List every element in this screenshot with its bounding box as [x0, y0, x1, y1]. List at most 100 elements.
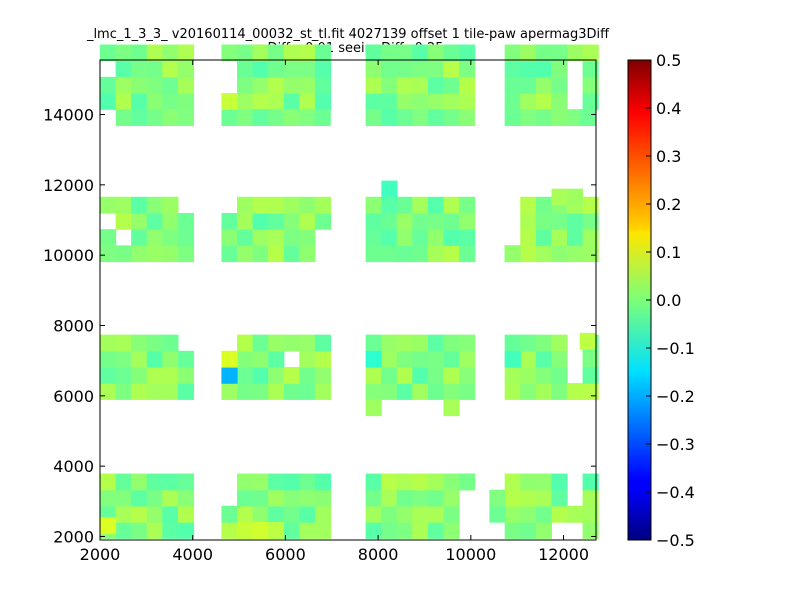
heatmap-cell [162, 505, 179, 523]
heatmap-cell [582, 212, 599, 230]
heatmap-cell [177, 245, 195, 263]
heatmap-cell [396, 489, 413, 507]
heatmap-cell [236, 109, 253, 127]
heatmap-cell [237, 212, 254, 230]
heatmap-cell [396, 76, 413, 94]
heatmap-cell [582, 196, 599, 214]
heatmap-cell [459, 229, 476, 246]
y-tick-label: 4000 [53, 457, 94, 476]
heatmap-cell [146, 109, 163, 127]
heatmap-cell [504, 505, 521, 523]
heatmap-cell [252, 196, 269, 214]
heatmap-cell [162, 93, 179, 110]
heatmap-cell [177, 350, 195, 368]
heatmap-cell [427, 109, 444, 127]
heatmap-cell [314, 473, 332, 491]
heatmap-cell [365, 334, 382, 352]
heatmap-cell [283, 76, 300, 94]
heatmap-cell [551, 93, 568, 110]
heatmap-cell [268, 212, 285, 230]
heatmap-cell [177, 109, 195, 127]
heatmap-cell [427, 60, 445, 78]
heatmap-cell [115, 44, 132, 62]
heatmap-cell [268, 229, 285, 246]
heatmap-cell [396, 109, 413, 127]
heatmap-cell [443, 505, 460, 523]
heatmap-cell [582, 505, 599, 523]
heatmap-cell [396, 245, 413, 263]
heatmap-cell [396, 522, 413, 539]
heatmap-cell-highlight [504, 350, 521, 368]
heatmap-cell [551, 188, 568, 206]
chart-title: _lmc_1_3_3_ v20160114_00032_st_tl.fit 40… [86, 27, 610, 42]
heatmap-cell [252, 44, 269, 62]
heatmap-cell [131, 334, 148, 352]
heatmap-cell [381, 245, 398, 263]
heatmap-cell [146, 473, 163, 491]
heatmap-cell [535, 334, 553, 352]
heatmap-cell [396, 334, 413, 352]
heatmap-cell [381, 196, 398, 214]
heatmap-cell [237, 93, 254, 110]
heatmap-cell [566, 212, 584, 230]
heatmap-cell [427, 505, 445, 523]
heatmap-cell [115, 383, 132, 400]
heatmap-cell [221, 505, 238, 523]
heatmap-cell [314, 366, 332, 384]
heatmap-cell [131, 212, 148, 230]
heatmap-cell [177, 59, 195, 77]
heatmap-cell [268, 245, 285, 263]
heatmap-cell [298, 109, 316, 127]
heatmap-cell [381, 212, 398, 230]
heatmap-cell [100, 76, 117, 94]
heatmap-cell [177, 489, 195, 507]
heatmap-cell [427, 44, 445, 62]
heatmap-cell [131, 489, 148, 507]
x-tick-label: 12000 [538, 545, 589, 564]
heatmap-cell [443, 109, 460, 127]
heatmap-cell [381, 383, 398, 400]
heatmap-cell [443, 245, 460, 263]
heatmap-cell [299, 196, 316, 214]
heatmap-cell [412, 350, 429, 368]
heatmap-cell [396, 505, 413, 523]
heatmap-cell [566, 245, 584, 263]
colorbar-tick-label: 0.1 [656, 243, 681, 262]
heatmap-cell [535, 489, 553, 507]
heatmap-cell [283, 229, 300, 246]
heatmap-cell [131, 505, 148, 523]
heatmap-cell [504, 522, 521, 539]
heatmap-cell [146, 505, 163, 523]
heatmap-cell [131, 229, 148, 246]
heatmap-cell [427, 383, 445, 400]
heatmap-cell [412, 522, 429, 539]
heatmap-cell [582, 60, 599, 78]
heatmap-cell [283, 334, 300, 352]
heatmap-cell [283, 60, 300, 78]
heatmap-cell [131, 44, 148, 62]
heatmap-cell [283, 93, 300, 110]
heatmap-cell [162, 383, 179, 400]
heatmap-cell [504, 109, 521, 127]
heatmap-cell [520, 245, 537, 263]
heatmap-cell [299, 383, 316, 400]
heatmap-cell [146, 334, 163, 352]
heatmap-cell [458, 473, 475, 491]
heatmap-cell [443, 60, 460, 78]
heatmap-cell [283, 505, 300, 523]
heatmap-cell [396, 93, 413, 110]
heatmap-cell [283, 196, 300, 214]
heatmap-cell [252, 76, 269, 94]
heatmap-cell [221, 383, 238, 400]
x-axis: 2000 4000 6000 8000 10000 12000 [80, 60, 589, 564]
heatmap-cell [381, 109, 398, 127]
heatmap-cell [459, 93, 476, 110]
heatmap-cell [459, 334, 476, 352]
heatmap-cell [412, 473, 429, 491]
heatmap-cell [131, 366, 148, 384]
heatmap-cell [268, 334, 285, 352]
heatmap-cell [146, 350, 163, 368]
heatmap-cell [100, 366, 117, 384]
heatmap-cell [551, 76, 568, 94]
